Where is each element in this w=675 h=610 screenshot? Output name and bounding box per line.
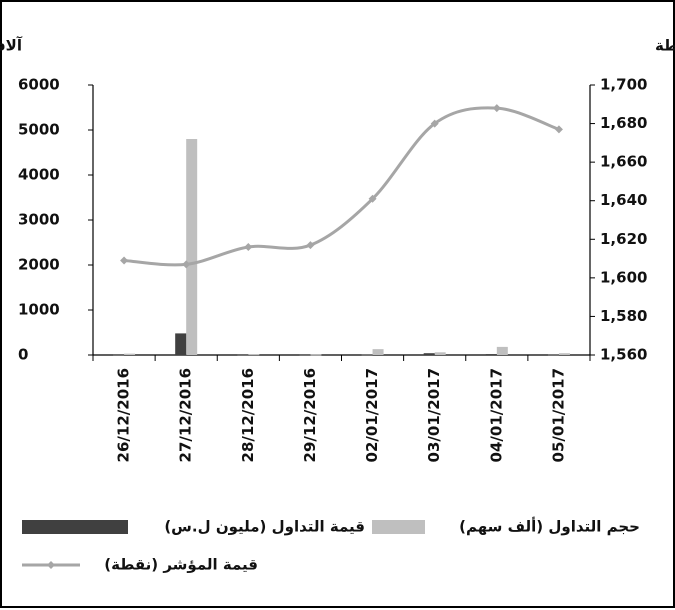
bar — [485, 354, 497, 355]
line-marker — [244, 243, 253, 251]
y2-tick-label: 1,680 — [600, 114, 647, 132]
legend-swatch — [22, 520, 128, 534]
bar — [547, 354, 559, 356]
legend-label: حجم التداول (ألف سهم) — [459, 517, 640, 536]
bar — [299, 354, 311, 356]
bar — [423, 353, 435, 355]
y-tick-label: 2000 — [18, 256, 60, 274]
bar — [361, 354, 373, 356]
x-tick-label: 28/12/2016 — [239, 368, 257, 462]
y-tick-label: 4000 — [18, 166, 60, 184]
bar — [186, 139, 198, 355]
index-line — [123, 106, 560, 267]
y-tick-label: 3000 — [18, 211, 60, 229]
line-marker — [120, 256, 129, 265]
y-tick-label: 0 — [18, 346, 28, 364]
y2-axis-label: نقطة — [655, 37, 675, 55]
x-tick-label: 03/01/2017 — [425, 368, 443, 462]
x-tick-label: 27/12/2016 — [177, 368, 195, 462]
y-axis-label: آلاف — [0, 37, 23, 55]
y-tick-label: 6000 — [18, 76, 60, 94]
y2-tick-label: 1,600 — [600, 268, 647, 286]
bar — [434, 352, 446, 355]
legend-label: قيمة التداول (مليون ل.س) — [164, 518, 365, 536]
bar — [113, 354, 125, 356]
y2-tick-label: 1,560 — [600, 346, 647, 364]
y2-tick-label: 1,620 — [600, 230, 647, 248]
x-tick-label: 02/01/2017 — [363, 368, 381, 462]
bar — [237, 354, 249, 356]
y-tick-label: 5000 — [18, 121, 60, 139]
line-marker — [430, 119, 439, 128]
y2-tick-label: 1,660 — [600, 153, 647, 171]
x-tick-label: 05/01/2017 — [549, 368, 567, 462]
bar — [248, 354, 260, 356]
bar — [558, 353, 570, 355]
bar — [175, 333, 187, 355]
line-marker — [182, 260, 191, 269]
legend-label: قيمة المؤشر (نقطة) — [104, 556, 258, 574]
legend-marker — [47, 561, 55, 569]
y2-tick-label: 1,640 — [600, 191, 647, 209]
line-marker — [368, 194, 377, 203]
x-tick-label: 04/01/2017 — [487, 368, 505, 462]
y2-tick-label: 1,700 — [600, 76, 647, 94]
x-tick-label: 26/12/2016 — [115, 368, 133, 462]
line-marker — [306, 241, 315, 250]
bar — [124, 353, 136, 355]
legend-swatch — [372, 520, 425, 534]
bar — [496, 346, 508, 355]
line-marker — [554, 125, 563, 134]
bar — [310, 354, 322, 356]
y-tick-label: 1000 — [18, 301, 60, 319]
y2-tick-label: 1,580 — [600, 307, 647, 325]
line-marker — [492, 104, 501, 113]
bar — [372, 349, 384, 355]
x-tick-label: 29/12/2016 — [301, 368, 319, 462]
